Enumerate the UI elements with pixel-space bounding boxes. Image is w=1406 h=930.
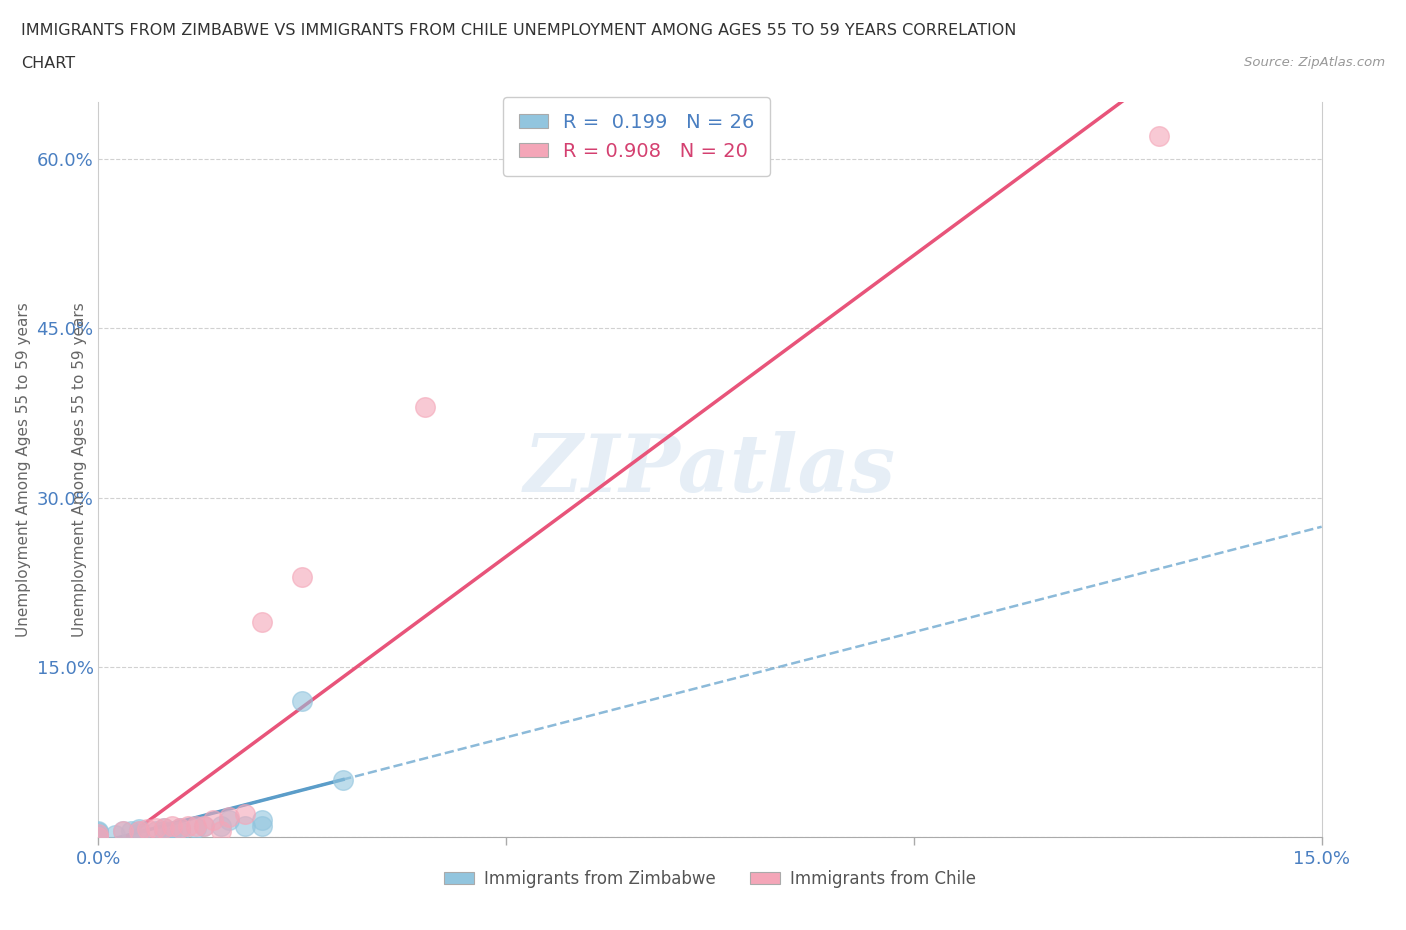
Point [186, 818, 208, 833]
Point [250, 818, 273, 833]
Text: ZIPatlas: ZIPatlas [524, 431, 896, 509]
Point [201, 813, 224, 828]
Point [209, 818, 232, 833]
Point [152, 820, 174, 835]
Point [145, 820, 167, 835]
Point [218, 809, 240, 824]
Text: IMMIGRANTS FROM ZIMBABWE VS IMMIGRANTS FROM CHILE UNEMPLOYMENT AMONG AGES 55 TO : IMMIGRANTS FROM ZIMBABWE VS IMMIGRANTS F… [21, 23, 1017, 38]
Point [209, 824, 232, 839]
Point [128, 826, 150, 841]
Text: Source: ZipAtlas.com: Source: ZipAtlas.com [1244, 56, 1385, 69]
Point [160, 824, 183, 839]
Point [87, 824, 110, 839]
Point [145, 824, 167, 839]
Point [120, 824, 142, 839]
Y-axis label: Unemployment Among Ages 55 to 59 years: Unemployment Among Ages 55 to 59 years [72, 302, 87, 637]
Point [250, 813, 273, 828]
Point [250, 615, 273, 630]
Point [111, 824, 134, 839]
Point [87, 826, 110, 841]
Point [87, 825, 110, 840]
Point [291, 694, 314, 709]
Point [87, 826, 110, 841]
Point [169, 824, 191, 839]
Point [169, 820, 191, 835]
Point [413, 400, 436, 415]
Point [177, 818, 200, 833]
Point [233, 807, 256, 822]
Point [332, 773, 354, 788]
Point [87, 828, 110, 843]
Point [128, 824, 150, 839]
Legend: Immigrants from Zimbabwe, Immigrants from Chile: Immigrants from Zimbabwe, Immigrants fro… [437, 863, 983, 895]
Point [128, 824, 150, 839]
Point [136, 821, 159, 836]
Point [193, 818, 215, 833]
Point [233, 818, 256, 833]
Point [152, 820, 174, 835]
Point [111, 824, 134, 839]
Point [160, 818, 183, 833]
Point [1147, 128, 1170, 143]
Text: CHART: CHART [21, 56, 75, 71]
Point [169, 820, 191, 835]
Point [87, 830, 110, 844]
Point [291, 569, 314, 584]
Point [218, 813, 240, 828]
Point [186, 820, 208, 835]
Point [152, 824, 174, 839]
Point [104, 828, 127, 843]
Point [128, 821, 150, 836]
Point [87, 830, 110, 844]
Y-axis label: Unemployment Among Ages 55 to 59 years: Unemployment Among Ages 55 to 59 years [15, 302, 31, 637]
Point [193, 818, 215, 833]
